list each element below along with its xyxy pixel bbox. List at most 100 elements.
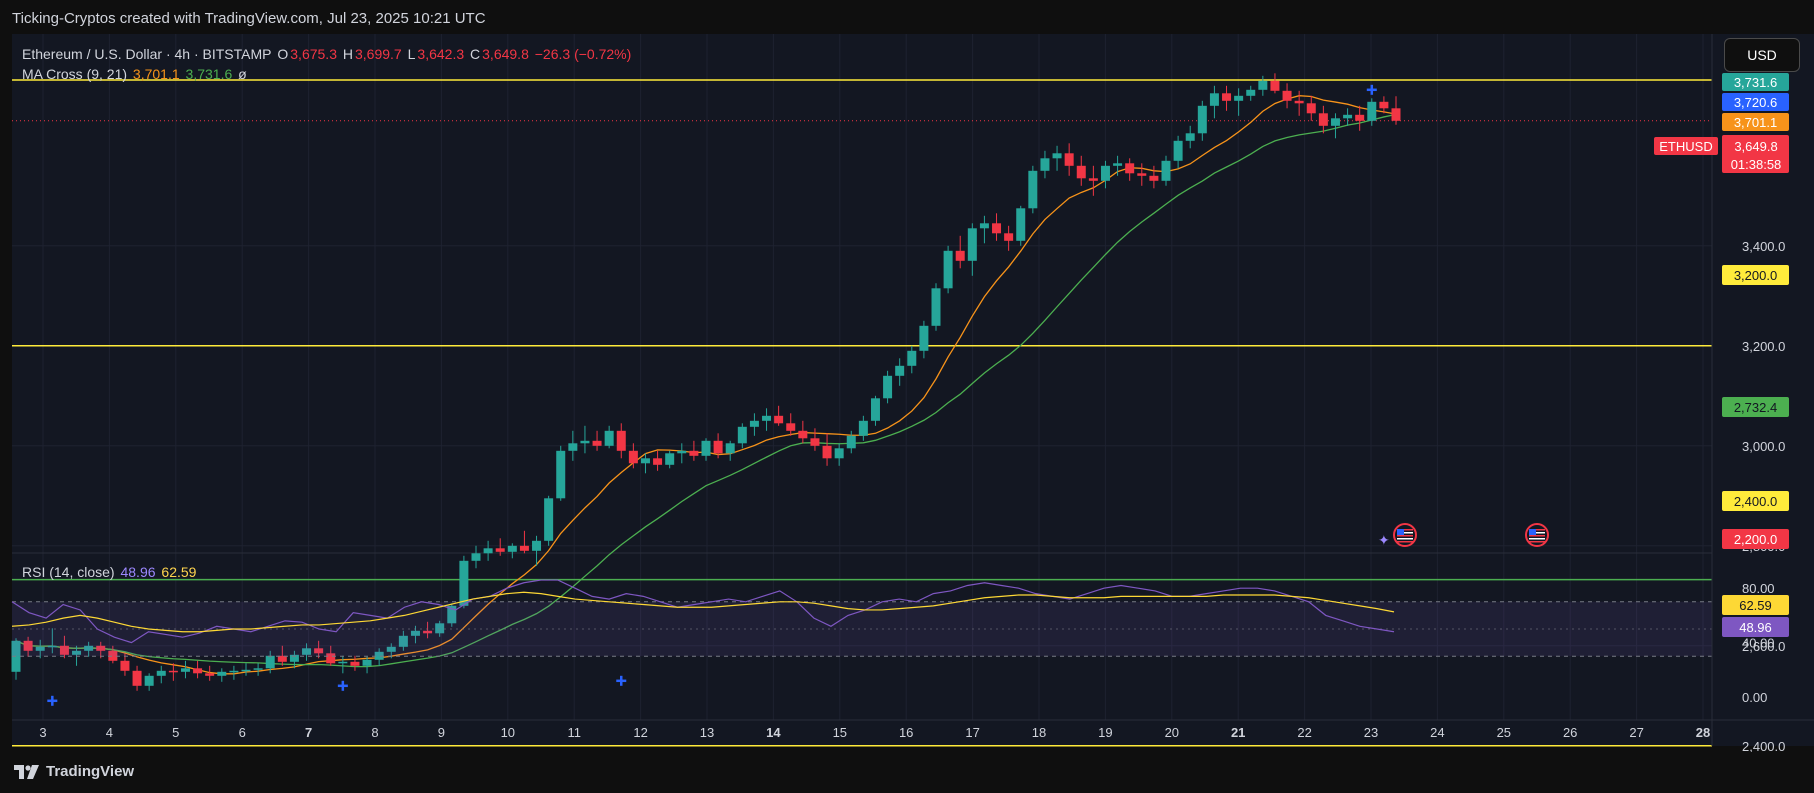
- candle-body: [338, 661, 348, 664]
- time-tick-label: 3: [39, 725, 46, 740]
- candle-body: [1306, 103, 1316, 114]
- time-tick-label: 10: [501, 725, 515, 740]
- currency-button[interactable]: USD: [1724, 38, 1800, 72]
- candle-body: [483, 548, 493, 554]
- candle-body: [1379, 101, 1389, 109]
- svg-text:3,731.6: 3,731.6: [1734, 75, 1777, 90]
- candle-body: [762, 415, 772, 421]
- price-tick-label: 2,400.0: [1742, 739, 1785, 754]
- time-tick-label: 16: [899, 725, 913, 740]
- candle-body: [1100, 165, 1110, 181]
- brand-name: TradingView: [46, 763, 135, 780]
- candle-body: [96, 645, 106, 651]
- candle-body: [931, 288, 941, 326]
- candle-body: [386, 646, 396, 652]
- svg-text:2,200.0: 2,200.0: [1734, 532, 1777, 547]
- time-tick-label: 21: [1231, 725, 1245, 740]
- candle-body: [217, 671, 227, 676]
- candle-body: [1282, 90, 1292, 101]
- time-tick-label: 22: [1297, 725, 1311, 740]
- candle-body: [1355, 114, 1365, 121]
- candle-body: [277, 655, 287, 662]
- ma-slow-price-tag: 3,731.6: [1722, 73, 1789, 91]
- candle-body: [1318, 113, 1328, 126]
- candle-body: [858, 420, 868, 436]
- candle-body: [725, 443, 735, 454]
- svg-text:2,400.0: 2,400.0: [1734, 494, 1777, 509]
- candle-body: [84, 645, 94, 651]
- rsi-line: [11, 579, 1395, 644]
- candle-body: [120, 660, 130, 671]
- candle-body: [398, 635, 408, 647]
- candle-body: [568, 443, 578, 451]
- candle-body: [265, 655, 275, 669]
- high-value: 3,699.7: [355, 46, 402, 62]
- candle-body: [1222, 93, 1232, 101]
- candle-body: [1343, 114, 1353, 119]
- tradingview-brand[interactable]: TradingView: [14, 763, 134, 780]
- ma-cross-label[interactable]: MA Cross (9, 21): [22, 66, 128, 82]
- candle-body: [810, 438, 820, 446]
- open-value: 3,675.3: [290, 46, 337, 62]
- candle-body: [1391, 108, 1401, 121]
- time-tick-label: 11: [567, 725, 581, 740]
- time-tick-label: 26: [1563, 725, 1577, 740]
- close-value: 3,649.8: [482, 46, 529, 62]
- candle-body: [822, 445, 832, 459]
- candle-body: [1209, 93, 1219, 106]
- rsi-tick-label: 80.00: [1742, 581, 1775, 596]
- candle-body: [132, 670, 142, 686]
- candle-body: [1234, 95, 1244, 101]
- candle-body: [846, 435, 856, 449]
- candle-body: [1258, 80, 1268, 90]
- ma-slow-line: [15, 113, 1397, 668]
- svg-text:3,720.6: 3,720.6: [1734, 95, 1777, 110]
- candle-body: [471, 553, 481, 561]
- candle-body: [1173, 140, 1183, 161]
- candle-body: [1113, 163, 1123, 166]
- time-tick-label: 13: [700, 725, 714, 740]
- candle-body: [532, 540, 542, 551]
- sparkle-icon: ✦: [1378, 533, 1390, 549]
- rsi-tick-label: 40.00: [1742, 636, 1775, 651]
- candle-body: [1270, 80, 1280, 91]
- candle-body: [447, 605, 457, 624]
- low-label: L: [407, 46, 416, 62]
- candle-body: [616, 430, 626, 451]
- candle-body: [895, 365, 905, 376]
- candle-body: [180, 668, 190, 672]
- level-2732-tag: 2,732.4: [1722, 397, 1789, 417]
- us-flag-event-icon: [1393, 523, 1417, 547]
- candle-body: [883, 375, 893, 399]
- us-flag-event-icon: [1525, 523, 1549, 547]
- candle-body: [1197, 105, 1207, 134]
- candle-body: [1088, 178, 1098, 181]
- chart-pane-background: [12, 34, 1712, 746]
- time-tick-label: 20: [1165, 725, 1179, 740]
- svg-text:3,701.1: 3,701.1: [1734, 115, 1777, 130]
- rsi-label[interactable]: RSI (14, close): [22, 564, 115, 580]
- candle-body: [870, 398, 880, 421]
- candle-body: [1185, 133, 1195, 141]
- chart-caption: Ticking-Cryptos created with TradingView…: [12, 10, 486, 27]
- countdown-value: 01:38:58: [1731, 157, 1782, 172]
- candle-body: [1052, 153, 1062, 159]
- level-3200-tag: 3,200.0: [1722, 265, 1789, 285]
- candle-body: [72, 650, 82, 655]
- time-tick-label: 25: [1497, 725, 1511, 740]
- last-price-tag: [1722, 135, 1789, 173]
- time-tick-label: 17: [965, 725, 979, 740]
- candle-body: [1040, 158, 1050, 171]
- candle-body: [59, 645, 69, 655]
- candle-body: [47, 645, 57, 648]
- time-tick-label: 6: [239, 725, 246, 740]
- ma-cross-marker: [1366, 84, 1377, 95]
- symbol-title[interactable]: Ethereum / U.S. Dollar · 4h · BITSTAMP: [22, 46, 272, 62]
- candle-body: [979, 223, 989, 229]
- open-label: O: [277, 46, 289, 62]
- candle-body: [144, 675, 154, 686]
- candle-body: [1294, 100, 1304, 104]
- candle-body: [459, 560, 469, 606]
- candle-body: [1076, 165, 1086, 179]
